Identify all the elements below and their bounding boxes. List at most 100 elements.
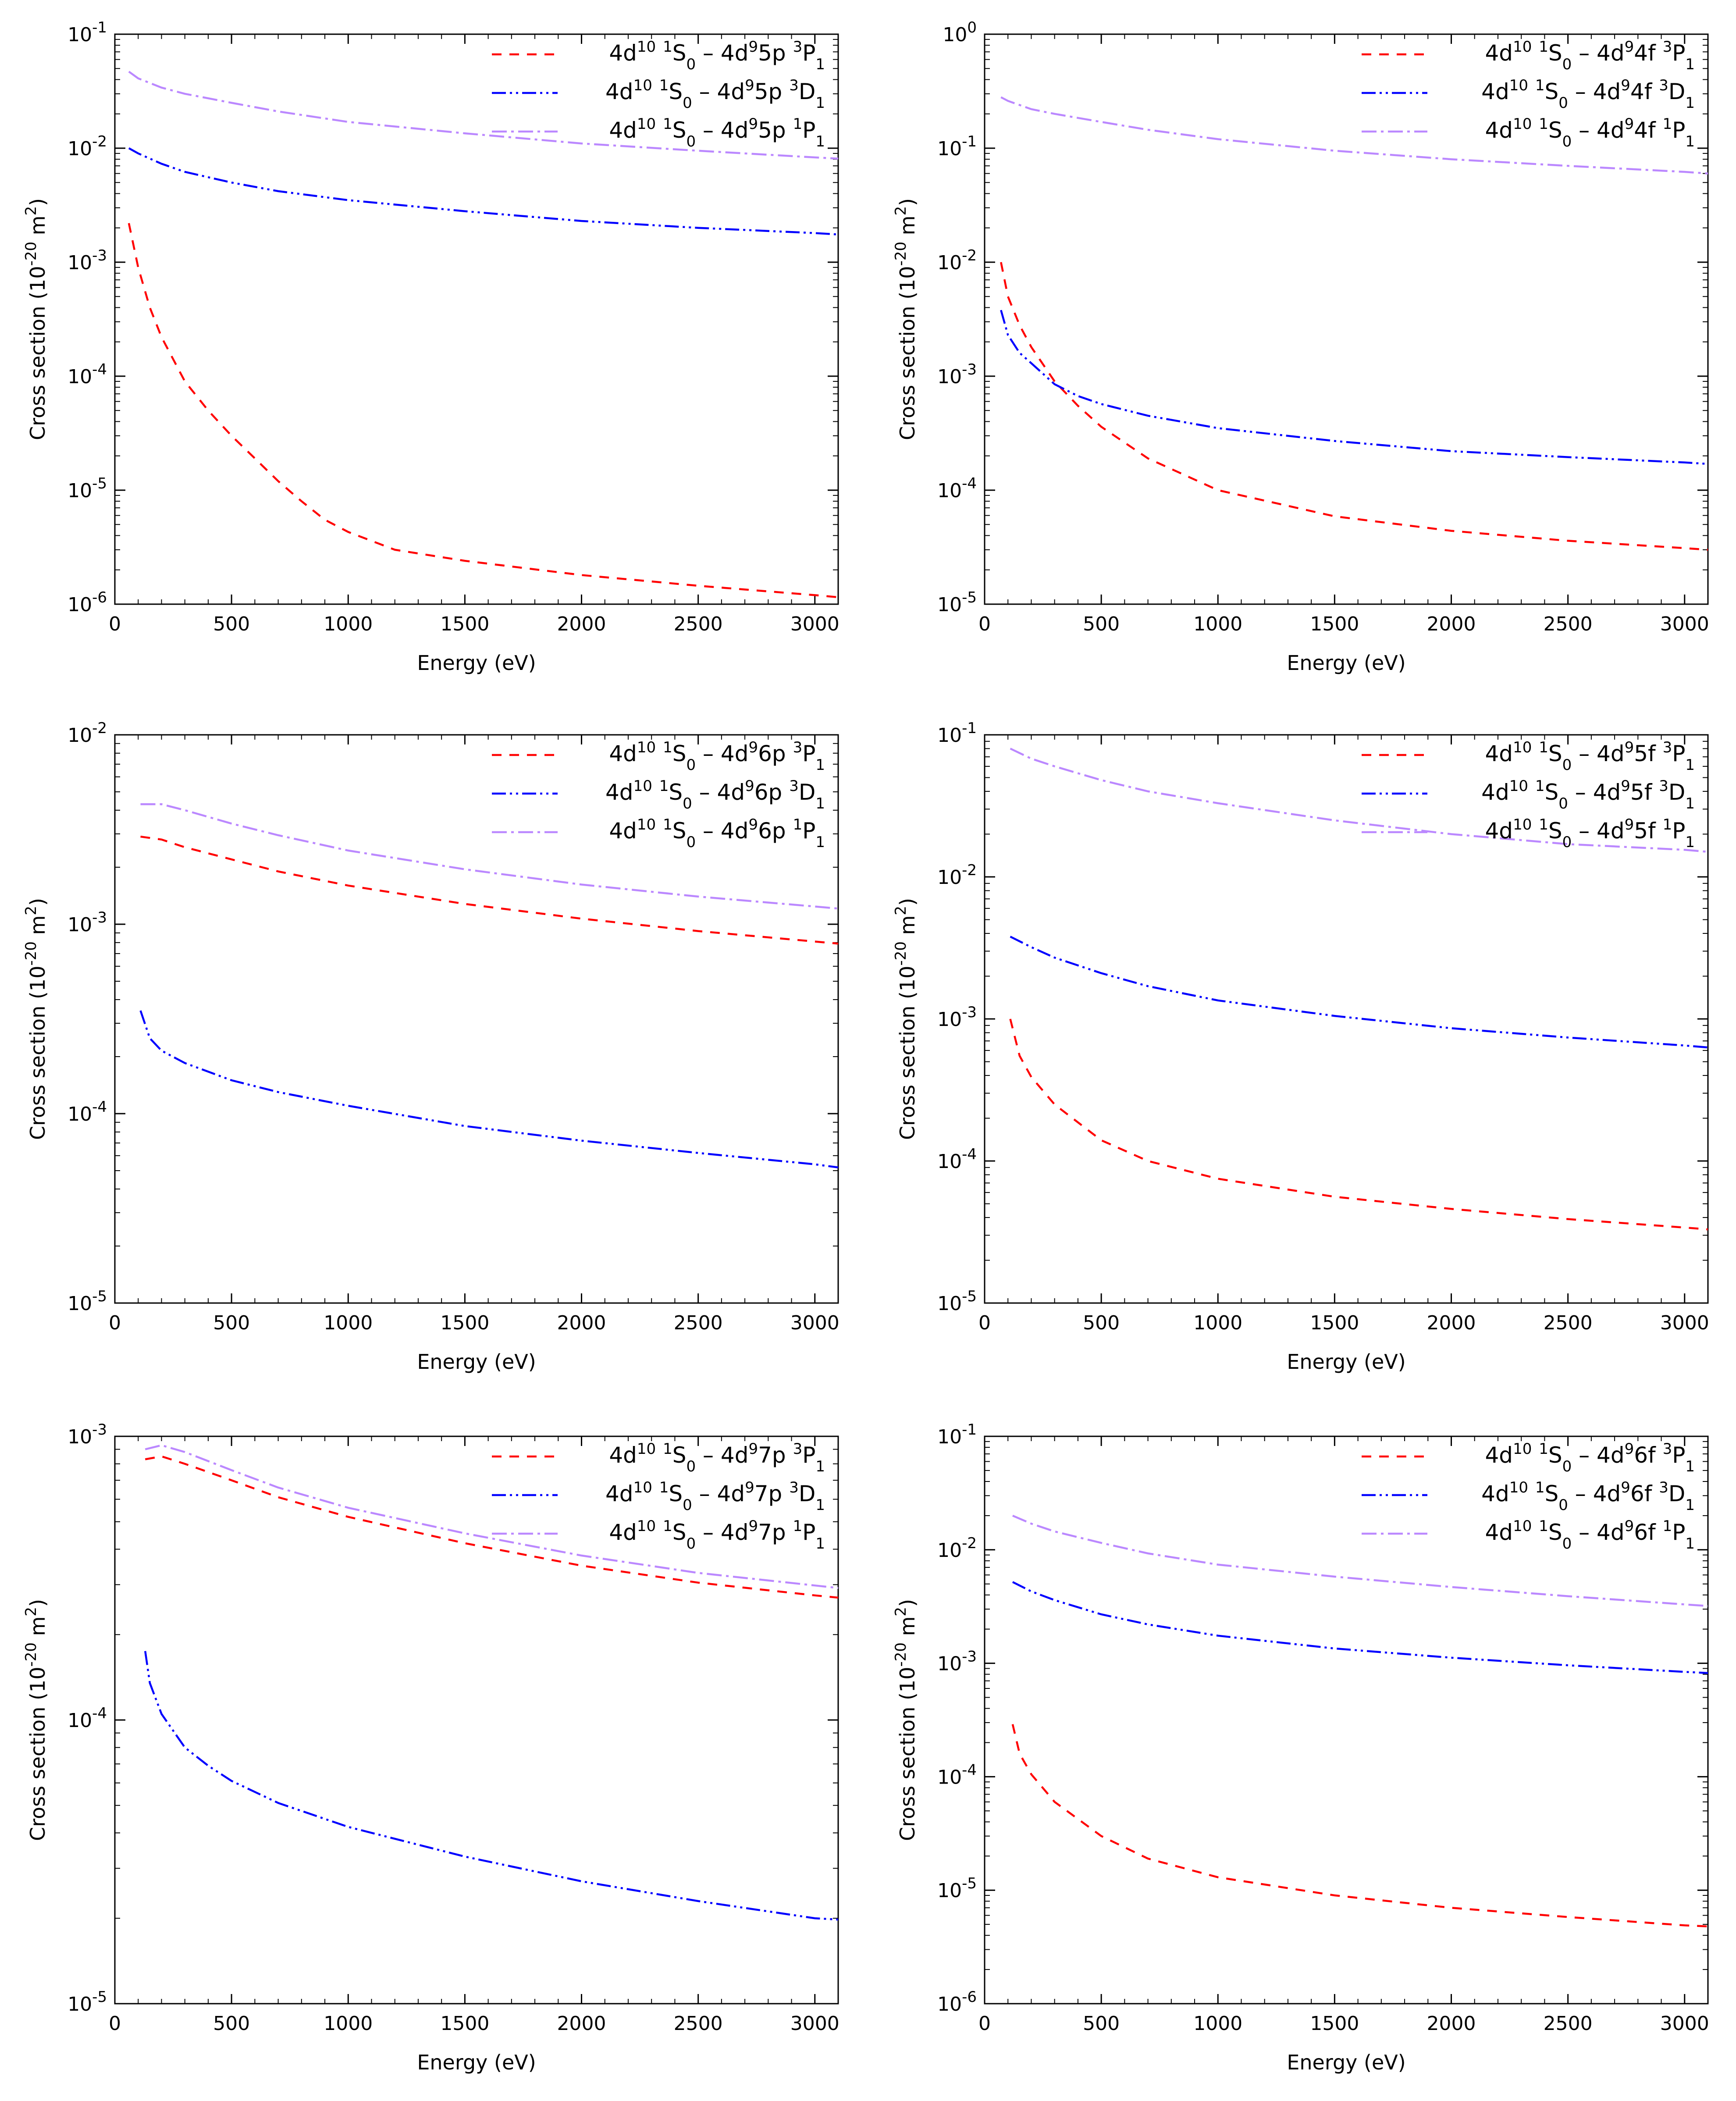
chart-panel-1: 0 500 1000 1500 2000 2500 3000 10-6 10-5 10-4 10-3…	[22, 19, 840, 675]
x-tick-label: 3000	[790, 613, 840, 635]
y-tick-label: 10-5	[68, 475, 107, 502]
legend-entry-1: 4d10 1S0 – 4d96f 3P1	[1362, 1440, 1695, 1475]
x-axis-title: Energy (eV)	[1287, 651, 1405, 675]
chart-panel-2: 0 500 1000 1500 2000 2500 3000 10-5 10-4 10-3 10-2…	[892, 19, 1709, 675]
y-axis-title: Cross section (10-20 m2)	[22, 198, 50, 440]
legend-entry-1: 4d10 1S0 – 4d95p 3P1	[492, 38, 825, 73]
series-line-1	[1000, 262, 1708, 551]
x-tick-label: 3000	[790, 1312, 840, 1334]
x-tick-label: 0	[109, 1312, 121, 1334]
x-axis-title: Energy (eV)	[417, 651, 536, 675]
x-tick-label: 1500	[440, 1312, 489, 1334]
y-tick-label: 10-6	[68, 589, 107, 616]
x-tick-label: 0	[978, 613, 991, 635]
legend-entry-3: 4d10 1S0 – 4d96f 1P1	[1362, 1517, 1695, 1553]
y-axis-title: Cross section (10-20 m2)	[892, 198, 919, 440]
x-tick-label: 1000	[1193, 613, 1242, 635]
legend-label: 4d10 1S0 – 4d95f 3P1	[1485, 739, 1695, 774]
series-line-2	[1012, 1581, 1708, 1674]
legend-entry-3: 4d10 1S0 – 4d95f 1P1	[1362, 816, 1695, 851]
legend-entry-3: 4d10 1S0 – 4d95p 1P1	[492, 115, 825, 150]
series-line-3	[140, 803, 838, 910]
series-line-2	[139, 1010, 838, 1168]
series-line-3	[128, 71, 838, 160]
y-tick-label: 10-3	[937, 361, 977, 388]
y-tick-label: 10-6	[937, 1988, 977, 2016]
y-tick-label: 10-1	[68, 19, 107, 46]
x-tick-label: 1000	[324, 2012, 373, 2035]
x-tick-label: 0	[978, 1312, 991, 1334]
x-tick-label: 2000	[557, 2012, 606, 2035]
y-tick-label: 10-5	[937, 1288, 977, 1315]
legend-label: 4d10 1S0 – 4d97p 3P1	[609, 1440, 825, 1475]
legend-entry-1: 4d10 1S0 – 4d97p 3P1	[492, 1440, 825, 1475]
chart-panel-5: 0 500 1000 1500 2000 2500 3000 10-5 10-4 10-3 Ener…	[22, 1421, 840, 2074]
x-tick-label: 500	[213, 2012, 250, 2035]
x-tick-label: 3000	[1660, 613, 1709, 635]
x-tick-label: 2000	[557, 1312, 606, 1334]
x-tick-label: 1500	[440, 2012, 489, 2035]
x-tick-label: 1000	[324, 1312, 373, 1334]
legend-entry-1: 4d10 1S0 – 4d96p 3P1	[492, 739, 825, 774]
y-tick-label: 10-2	[937, 862, 977, 889]
x-tick-label: 500	[1083, 1312, 1120, 1334]
legend-label: 4d10 1S0 – 4d95p 1P1	[609, 115, 825, 150]
y-tick-label: 10-2	[68, 719, 107, 747]
chart-panel-4: 0 500 1000 1500 2000 2500 3000 10-5 10-4 10-3 10-2…	[892, 719, 1709, 1374]
x-tick-label: 2500	[1544, 1312, 1593, 1334]
y-tick-label: 10-1	[937, 1421, 977, 1448]
y-tick-label: 10-2	[68, 133, 107, 160]
series-line-1	[128, 223, 838, 598]
series-line-1	[140, 835, 838, 945]
y-tick-label: 10-3	[68, 1421, 107, 1448]
y-tick-label: 10-4	[68, 1098, 107, 1125]
x-tick-label: 2000	[1427, 1312, 1476, 1334]
legend-label: 4d10 1S0 – 4d94f 3P1	[1485, 38, 1695, 73]
x-tick-label: 2000	[557, 613, 606, 635]
x-tick-label: 1000	[1193, 1312, 1242, 1334]
x-tick-label: 2000	[1427, 613, 1476, 635]
x-tick-label: 3000	[1660, 1312, 1709, 1334]
y-tick-label: 10-1	[937, 719, 977, 747]
legend-entry-2: 4d10 1S0 – 4d97p 3D1	[492, 1479, 825, 1514]
series-line-2	[1000, 310, 1708, 465]
y-tick-label: 10-5	[68, 1988, 107, 2016]
legend-label: 4d10 1S0 – 4d96f 3P1	[1485, 1440, 1695, 1475]
plot-frame	[984, 33, 1709, 605]
x-tick-label: 3000	[1660, 2012, 1709, 2035]
chart-panel-6: 0 500 1000 1500 2000 2500 3000 10-6 10-5 10-4 10-3…	[892, 1421, 1709, 2074]
legend-entry-2: 4d10 1S0 – 4d95f 3D1	[1362, 777, 1695, 812]
legend-label: 4d10 1S0 – 4d96p 3P1	[609, 739, 825, 774]
x-tick-label: 2500	[1544, 2012, 1593, 2035]
x-tick-label: 0	[978, 2012, 991, 2035]
x-tick-label: 2500	[674, 2012, 723, 2035]
legend-entry-2: 4d10 1S0 – 4d94f 3D1	[1362, 77, 1695, 112]
legend-entry-2: 4d10 1S0 – 4d96f 3D1	[1362, 1479, 1695, 1514]
series-line-3	[1010, 748, 1708, 853]
x-tick-label: 1500	[1310, 1312, 1359, 1334]
legend-label: 4d10 1S0 – 4d97p 3D1	[605, 1479, 825, 1514]
y-tick-label: 10-3	[68, 909, 107, 936]
legend-entry-1: 4d10 1S0 – 4d94f 3P1	[1362, 38, 1695, 73]
series-line-1	[1011, 1724, 1708, 1927]
y-tick-label: 10-3	[68, 247, 107, 274]
y-tick-label: 10-4	[937, 1146, 977, 1173]
x-axis-title: Energy (eV)	[1287, 2051, 1405, 2074]
legend-entry-2: 4d10 1S0 – 4d96p 3D1	[492, 777, 825, 812]
y-tick-label: 10-2	[937, 1535, 977, 1562]
legend-label: 4d10 1S0 – 4d95p 3D1	[605, 77, 825, 112]
x-tick-label: 500	[213, 1312, 250, 1334]
x-tick-label: 1000	[324, 613, 373, 635]
x-axis-title: Energy (eV)	[417, 2051, 536, 2074]
legend-label: 4d10 1S0 – 4d96p 3D1	[605, 777, 825, 812]
y-tick-label: 10-1	[937, 133, 977, 160]
y-tick-label: 10-5	[68, 1288, 107, 1315]
x-tick-label: 2500	[1544, 613, 1593, 635]
y-tick-label: 10-3	[937, 1004, 977, 1031]
legend-label: 4d10 1S0 – 4d96f 1P1	[1485, 1517, 1695, 1553]
series-line-3	[1012, 1514, 1708, 1607]
legend-label: 4d10 1S0 – 4d95p 3P1	[609, 38, 825, 73]
series-line-2	[128, 147, 838, 236]
y-axis-title: Cross section (10-20 m2)	[22, 1599, 50, 1841]
